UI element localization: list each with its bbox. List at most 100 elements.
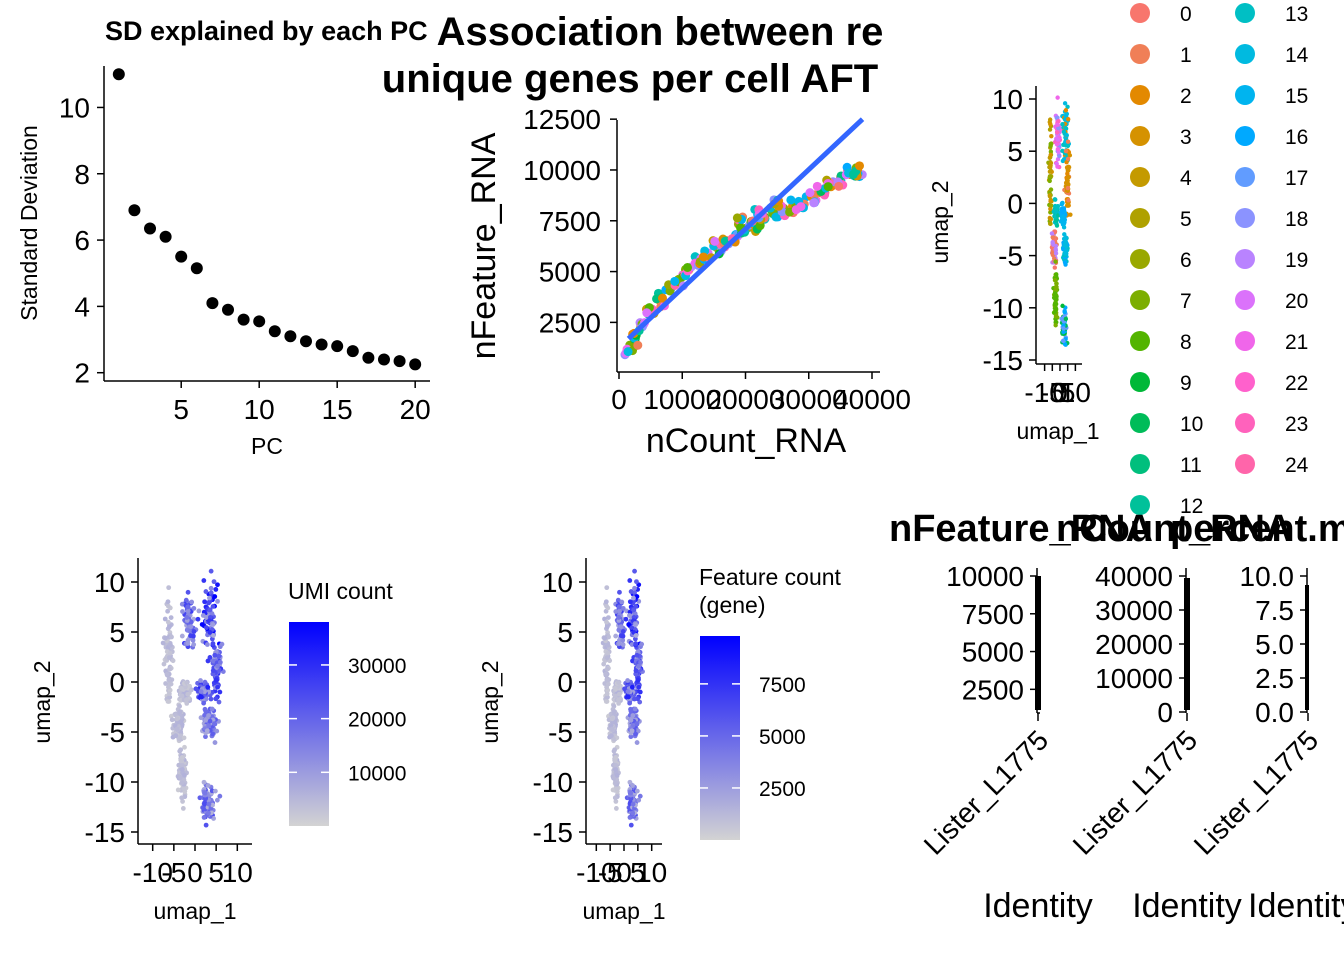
cell-point xyxy=(635,677,641,683)
cell-point xyxy=(161,661,167,667)
umap-umi-xlabel: umap_1 xyxy=(153,898,236,924)
legend-label: 16 xyxy=(1285,126,1308,149)
cell-point xyxy=(1056,125,1061,131)
umap-feature-ylabel: umap_2 xyxy=(477,660,503,743)
cell-point xyxy=(185,604,191,610)
pc-point xyxy=(409,358,422,371)
cell-point xyxy=(173,733,179,739)
y-tick-label: 5 xyxy=(109,617,125,648)
cell-point xyxy=(1047,127,1053,132)
legend-label: 0 xyxy=(1180,3,1192,26)
cell-point xyxy=(163,681,169,686)
cell-point xyxy=(1049,203,1054,208)
cell-point xyxy=(633,641,639,647)
umap-feature-points xyxy=(600,568,645,828)
cell-point xyxy=(608,733,614,739)
cell-point xyxy=(634,579,639,585)
cell-point xyxy=(1053,197,1058,202)
y-tick-label: 10 xyxy=(94,567,125,598)
legend-label: 4 xyxy=(1180,167,1192,190)
cell-point xyxy=(613,609,619,614)
y-tick-label: 2 xyxy=(74,358,90,389)
count-feature-title-line1: Association between re xyxy=(437,10,884,54)
cell-point xyxy=(210,622,216,627)
cell-point xyxy=(215,582,220,588)
cell-point xyxy=(632,706,638,712)
cell-point xyxy=(198,678,203,683)
cell-point xyxy=(636,663,642,669)
x-tick-label: -5 xyxy=(598,857,623,888)
cell-point xyxy=(631,595,636,601)
cell-point xyxy=(213,677,219,683)
cell-point xyxy=(210,668,216,674)
x-tick-label: 0 xyxy=(616,857,632,888)
cell-point xyxy=(632,611,638,616)
cell-point xyxy=(206,801,212,807)
cell-point xyxy=(1065,185,1071,191)
y-tick-label: 6 xyxy=(74,225,90,256)
cell-point xyxy=(786,195,796,205)
cell-point xyxy=(181,735,187,741)
cell-point xyxy=(169,634,174,640)
cell-point xyxy=(809,198,819,208)
cell-point xyxy=(1061,129,1067,135)
cell-point xyxy=(623,616,629,622)
cell-point xyxy=(207,654,213,660)
cell-point xyxy=(1065,117,1071,122)
colorbar-label: 2500 xyxy=(759,778,806,801)
cell-point xyxy=(634,740,640,745)
x-tick-label: 20000 xyxy=(707,384,785,415)
legend-swatch xyxy=(1235,331,1255,351)
cell-point xyxy=(855,161,865,171)
x-tick-label: 0 xyxy=(187,857,203,888)
umap-umi-legend-title: UMI count xyxy=(288,578,393,604)
cell-point xyxy=(1055,95,1060,100)
violin-nfeature-y-ticks: 10000 7500 5000 2500 xyxy=(946,561,1037,705)
cell-point xyxy=(796,202,806,212)
cell-point xyxy=(1061,218,1067,224)
cell-point xyxy=(180,806,186,811)
cell-point xyxy=(633,604,639,609)
y-tick-label: 5.0 xyxy=(1255,629,1294,660)
legend-label: 7 xyxy=(1180,290,1192,313)
cell-point xyxy=(604,666,610,672)
cell-point xyxy=(634,652,640,658)
cell-point xyxy=(1047,169,1053,174)
cell-point xyxy=(1061,225,1067,230)
cell-point xyxy=(181,786,187,792)
cell-point xyxy=(165,599,171,605)
cell-point xyxy=(1053,314,1059,319)
cell-point xyxy=(1049,231,1055,236)
cell-point xyxy=(613,754,619,760)
cell-point xyxy=(633,340,643,350)
y-tick-label: -10 xyxy=(85,767,125,798)
cell-point xyxy=(1048,217,1054,222)
legend-swatch xyxy=(1130,3,1150,23)
count-feature-points xyxy=(620,161,867,360)
cell-point xyxy=(1054,223,1060,228)
cell-point xyxy=(176,736,182,742)
x-tick-label: 30000 xyxy=(770,384,848,415)
cell-point xyxy=(604,677,610,683)
cell-point xyxy=(212,652,218,658)
pc-elbow-xlabel: PC xyxy=(251,433,283,459)
y-tick-label: 4 xyxy=(74,291,90,322)
y-tick-label: -5 xyxy=(100,717,125,748)
cell-point xyxy=(1068,212,1073,217)
cell-point xyxy=(207,630,213,635)
cell-point xyxy=(638,659,643,665)
cell-point xyxy=(162,616,168,622)
cell-point xyxy=(191,642,197,647)
cell-point xyxy=(198,715,204,721)
cell-point xyxy=(201,801,207,807)
cell-point xyxy=(1065,139,1071,144)
pc-elbow-y-ticks: 2 4 6 8 10 xyxy=(59,92,104,389)
x-tick-label: 10 xyxy=(636,857,667,888)
cell-point xyxy=(209,706,215,712)
legend-swatch xyxy=(1235,249,1255,269)
count-feature-ylabel: nFeature_RNA xyxy=(465,132,503,359)
cell-point xyxy=(629,642,635,647)
